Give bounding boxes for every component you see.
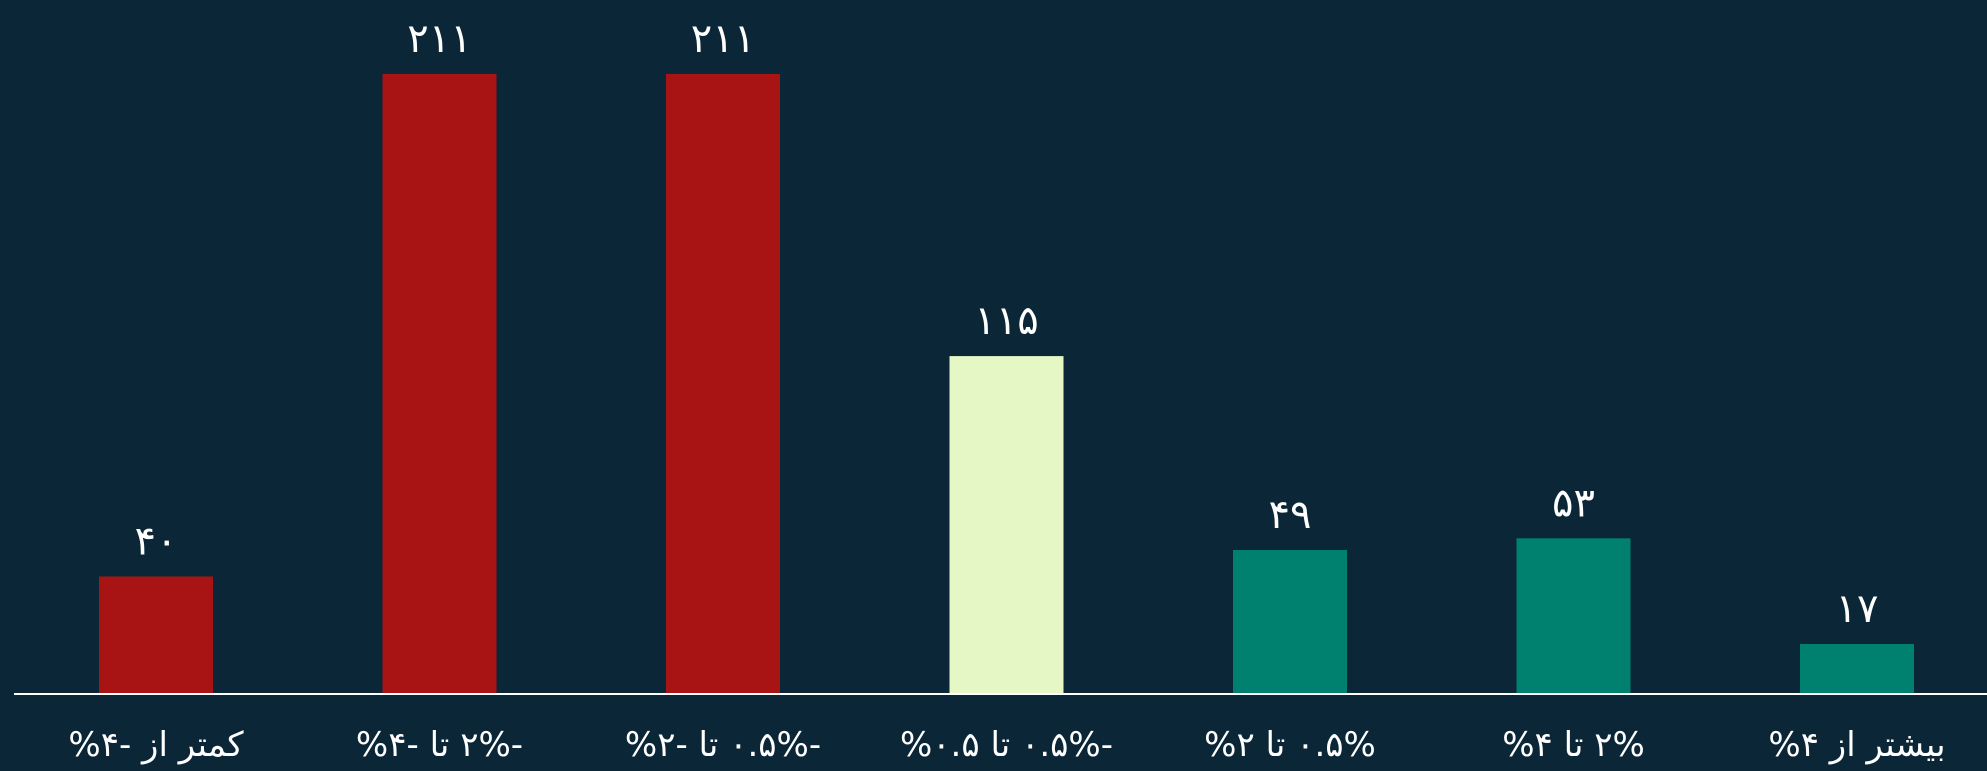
- bars-group: [99, 74, 1914, 694]
- bar-3: [666, 74, 780, 694]
- value-labels-group: ۴۰ ۲۱۱ ۲۱۱ ۱۱۵ ۴۹ ۵۳ ۱۷: [135, 16, 1879, 632]
- bar-4: [949, 356, 1064, 694]
- x-tick-label-6: ۲% تا ۴%: [1502, 725, 1645, 765]
- x-tick-label-4: -۰.۵% تا ۰.۵%: [900, 725, 1113, 765]
- x-tick-labels-group: کمتر از -۴% -۲% تا -۴% -۰.۵% تا -۲% -۰.۵% ت…: [68, 725, 1945, 765]
- value-label-4: ۱۱۵: [974, 298, 1038, 344]
- bar-1: [99, 576, 213, 694]
- value-label-1: ۴۰: [135, 519, 178, 565]
- bar-6: [1516, 538, 1631, 694]
- bar-5: [1233, 550, 1347, 694]
- bar-7: [1800, 644, 1914, 694]
- bar-2: [382, 74, 497, 694]
- x-tick-label-2: -۲% تا -۴%: [356, 725, 523, 765]
- x-tick-label-1: کمتر از -۴%: [68, 725, 244, 765]
- x-tick-label-7: بیشتر از ۴%: [1768, 725, 1945, 765]
- value-label-2: ۲۱۱: [407, 16, 471, 62]
- value-label-5: ۴۹: [1269, 492, 1312, 538]
- value-label-7: ۱۷: [1836, 586, 1879, 632]
- value-label-3: ۲۱۱: [691, 16, 755, 62]
- x-tick-label-5: ۰.۵% تا ۲%: [1204, 725, 1376, 765]
- x-tick-label-3: -۰.۵% تا -۲%: [625, 725, 821, 765]
- value-label-6: ۵۳: [1552, 480, 1595, 526]
